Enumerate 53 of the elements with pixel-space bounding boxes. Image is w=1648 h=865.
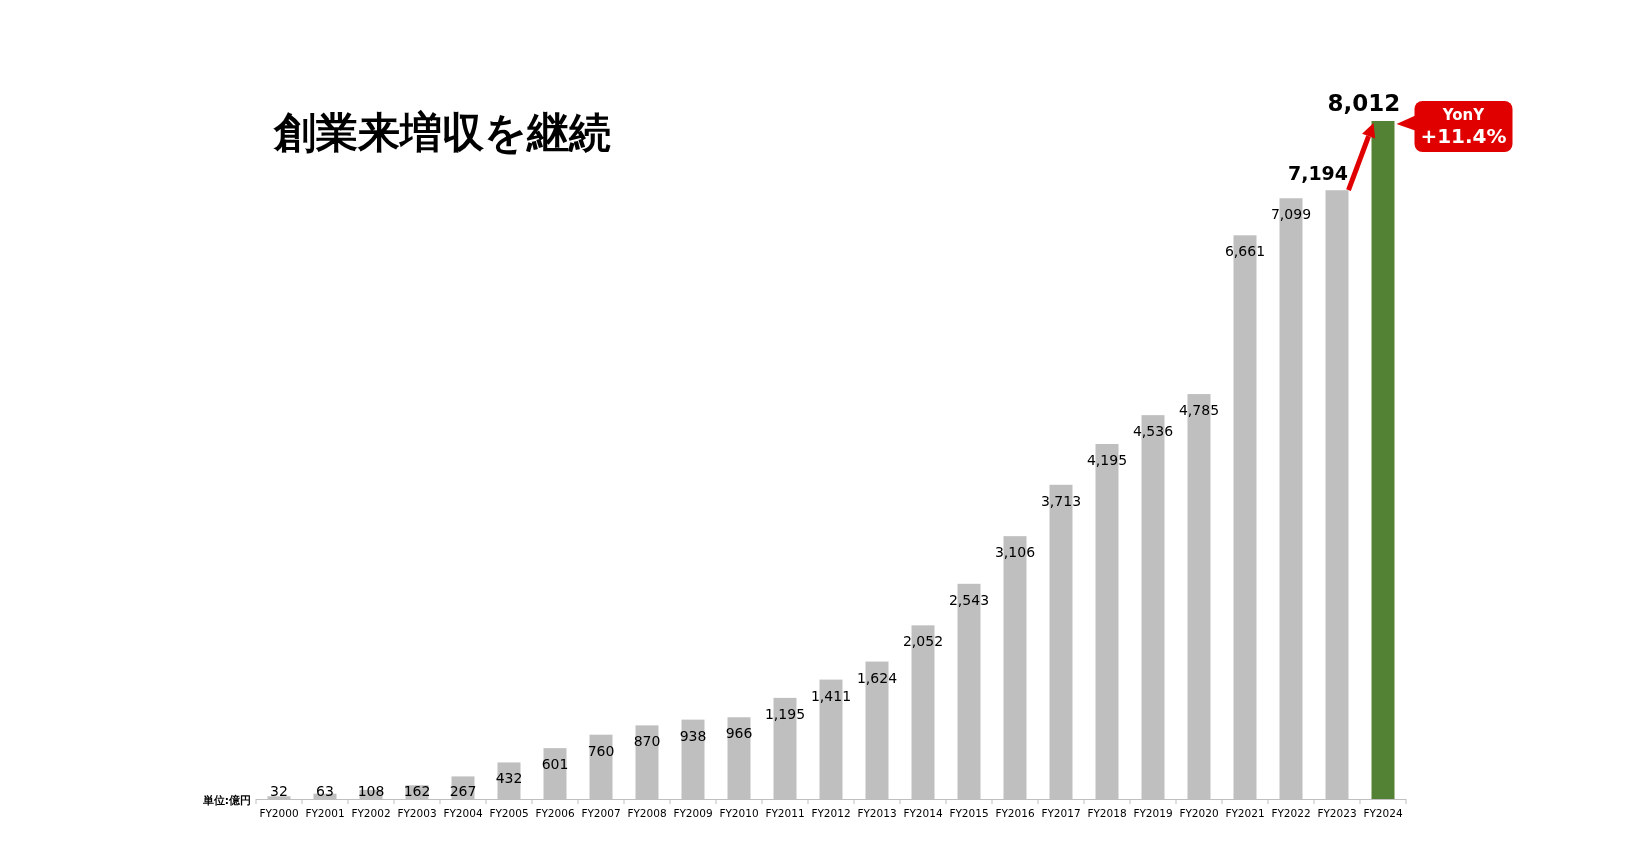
data-label: 6,661 bbox=[1224, 243, 1266, 260]
data-label: 1,624 bbox=[856, 669, 898, 686]
data-label: 162 bbox=[403, 783, 431, 799]
data-label: 4,785 bbox=[1178, 402, 1220, 419]
x-tick-label: FY2017 bbox=[1041, 807, 1081, 819]
data-label: 267 bbox=[449, 783, 477, 799]
x-tick-label: FY2006 bbox=[535, 807, 575, 819]
data-label: 4,195 bbox=[1086, 452, 1128, 469]
bar bbox=[1371, 121, 1395, 799]
data-label: 4,536 bbox=[1132, 423, 1174, 440]
x-tick-label: FY2010 bbox=[719, 807, 759, 819]
x-tick-label: FY2004 bbox=[443, 807, 483, 819]
data-label: 108 bbox=[357, 783, 385, 799]
x-tick-label: FY2012 bbox=[811, 807, 851, 819]
data-label: 966 bbox=[725, 725, 753, 742]
data-label: 63 bbox=[316, 783, 334, 799]
x-tick-label: FY2005 bbox=[489, 807, 529, 819]
data-label: 870 bbox=[633, 733, 661, 750]
data-label: 938 bbox=[679, 727, 707, 744]
annotation: YonY +11.4% bbox=[1420, 106, 1507, 148]
data-label: 1,411 bbox=[810, 687, 852, 704]
x-tick-label: FY2001 bbox=[305, 807, 345, 819]
x-tick-label: FY2022 bbox=[1271, 807, 1311, 819]
data-label: 432 bbox=[495, 770, 523, 787]
data-label: 1,195 bbox=[764, 705, 806, 722]
x-tick-label: FY2019 bbox=[1133, 807, 1173, 819]
data-label: 601 bbox=[541, 756, 569, 773]
x-tick-label: FY2009 bbox=[673, 807, 713, 819]
x-tick-label: FY2013 bbox=[857, 807, 897, 819]
data-label: 3,106 bbox=[994, 544, 1036, 561]
x-tick-label: FY2024 bbox=[1363, 807, 1403, 819]
x-tick-label: FY2007 bbox=[581, 807, 621, 819]
x-tick-label: FY2003 bbox=[397, 807, 437, 819]
data-label: 760 bbox=[587, 742, 615, 759]
x-tick-label: FY2015 bbox=[949, 807, 989, 819]
x-tick-label: FY2002 bbox=[351, 807, 391, 819]
x-tick-label: FY2023 bbox=[1317, 807, 1357, 819]
x-tick-label: FY2020 bbox=[1179, 807, 1219, 819]
data-label: 7,099 bbox=[1270, 206, 1312, 223]
text: 単位:億円 bbox=[201, 794, 251, 806]
data-label: 7,194 bbox=[1287, 162, 1349, 185]
x-tick-label: FY2000 bbox=[259, 807, 299, 819]
data-label: 32 bbox=[270, 783, 288, 799]
x-tick-label: FY2011 bbox=[765, 807, 805, 819]
x-tick-label: FY2016 bbox=[995, 807, 1035, 819]
data-label: 3,713 bbox=[1040, 492, 1082, 509]
data-label: 2,543 bbox=[948, 591, 990, 608]
data-label: 2,052 bbox=[902, 633, 944, 650]
x-tick-label: FY2018 bbox=[1087, 807, 1127, 819]
x-tick-label: FY2014 bbox=[903, 807, 943, 819]
chart-title: 創業来増収を継続 bbox=[273, 108, 611, 157]
x-tick-label: FY2021 bbox=[1225, 807, 1265, 819]
x-tick-label: FY2008 bbox=[627, 807, 667, 819]
